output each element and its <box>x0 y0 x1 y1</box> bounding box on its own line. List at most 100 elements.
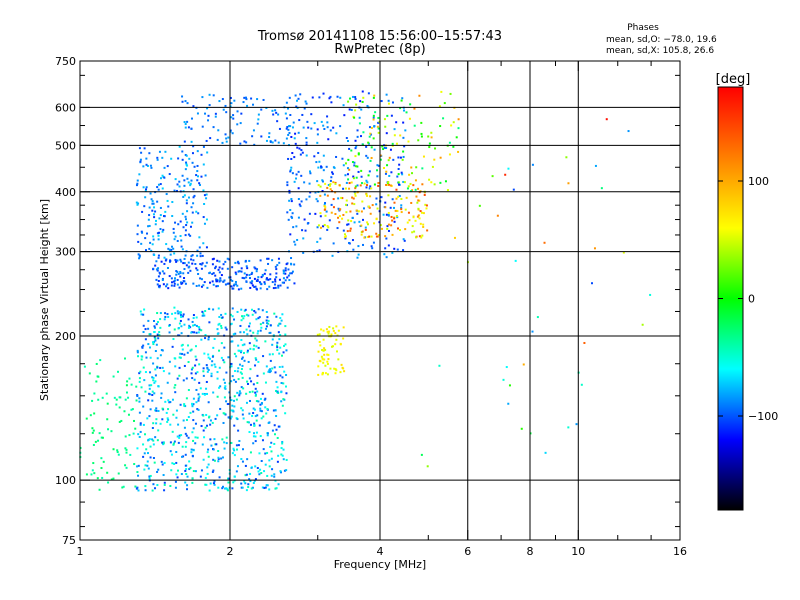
data-point <box>253 309 256 312</box>
data-point <box>149 356 152 359</box>
data-point <box>270 441 273 444</box>
data-point <box>236 370 239 373</box>
data-point <box>151 200 154 203</box>
data-point <box>202 216 205 219</box>
data-point <box>254 387 257 390</box>
data-point <box>349 210 352 213</box>
data-point <box>240 372 243 375</box>
data-point <box>225 487 228 490</box>
data-point <box>172 442 175 445</box>
data-point <box>457 127 460 130</box>
data-point <box>345 181 348 184</box>
data-point <box>293 180 296 183</box>
data-point <box>260 108 263 111</box>
data-point <box>231 315 234 318</box>
data-point <box>280 391 283 394</box>
data-point <box>361 230 364 233</box>
data-point <box>268 285 271 288</box>
data-point <box>174 258 177 261</box>
data-point <box>248 431 251 434</box>
data-point <box>217 268 220 271</box>
data-point <box>270 474 273 477</box>
data-point <box>175 416 178 419</box>
data-point <box>240 386 243 389</box>
data-point <box>143 147 146 150</box>
data-point <box>304 229 307 232</box>
data-point <box>186 102 189 105</box>
data-point <box>286 107 289 110</box>
data-point <box>375 197 378 200</box>
data-point <box>159 183 162 186</box>
data-point <box>184 453 187 456</box>
data-point <box>326 353 329 356</box>
data-point <box>196 179 199 182</box>
data-point <box>425 204 428 207</box>
data-point <box>163 262 166 265</box>
data-point <box>244 474 247 477</box>
data-point <box>183 179 186 182</box>
data-point <box>260 135 263 138</box>
data-point <box>329 129 332 132</box>
phases-title: Phases <box>627 23 659 33</box>
data-point <box>380 100 383 103</box>
data-point <box>289 233 292 236</box>
data-point <box>276 341 279 344</box>
data-point <box>152 422 155 425</box>
data-point <box>192 314 195 317</box>
data-point <box>365 154 368 157</box>
data-point <box>357 210 360 213</box>
data-point <box>289 262 292 265</box>
data-point <box>271 343 274 346</box>
data-point <box>382 148 385 151</box>
data-point <box>168 260 171 263</box>
data-point <box>161 277 164 280</box>
data-point <box>405 111 408 114</box>
data-point <box>414 188 417 191</box>
data-point <box>279 471 282 474</box>
data-point <box>298 203 301 206</box>
data-point <box>243 343 246 346</box>
data-point <box>264 340 267 343</box>
data-point <box>225 137 228 140</box>
data-point <box>264 381 267 384</box>
data-point <box>189 182 192 185</box>
data-point <box>404 208 407 211</box>
data-point <box>236 310 239 313</box>
data-point <box>286 276 289 279</box>
data-point <box>348 147 351 150</box>
data-point <box>344 162 347 165</box>
data-point <box>192 470 195 473</box>
data-point <box>236 465 239 468</box>
data-point <box>226 488 229 491</box>
data-point <box>230 399 233 402</box>
colorbar-tick-label: −100 <box>748 410 778 423</box>
data-point <box>411 225 414 228</box>
data-point <box>337 358 340 361</box>
y-tick-label: 75 <box>62 534 76 547</box>
data-point <box>322 361 325 364</box>
data-point <box>140 358 143 361</box>
data-point <box>189 269 192 272</box>
data-point <box>273 283 276 286</box>
data-point <box>396 175 399 178</box>
data-point <box>257 400 260 403</box>
data-point <box>266 408 269 411</box>
data-point <box>271 259 274 262</box>
data-point <box>245 98 248 101</box>
data-point <box>354 109 357 112</box>
data-point <box>351 239 354 242</box>
data-point <box>144 489 147 492</box>
data-point <box>267 322 270 325</box>
data-point <box>155 219 158 222</box>
data-point <box>260 326 263 329</box>
data-point <box>241 356 244 359</box>
data-point <box>94 440 97 443</box>
data-point <box>230 322 233 325</box>
data-point <box>234 261 237 264</box>
data-point <box>512 188 515 191</box>
data-point <box>183 323 186 326</box>
data-point <box>251 313 254 316</box>
data-point <box>396 216 399 219</box>
data-point <box>212 257 215 260</box>
data-point <box>163 215 166 218</box>
